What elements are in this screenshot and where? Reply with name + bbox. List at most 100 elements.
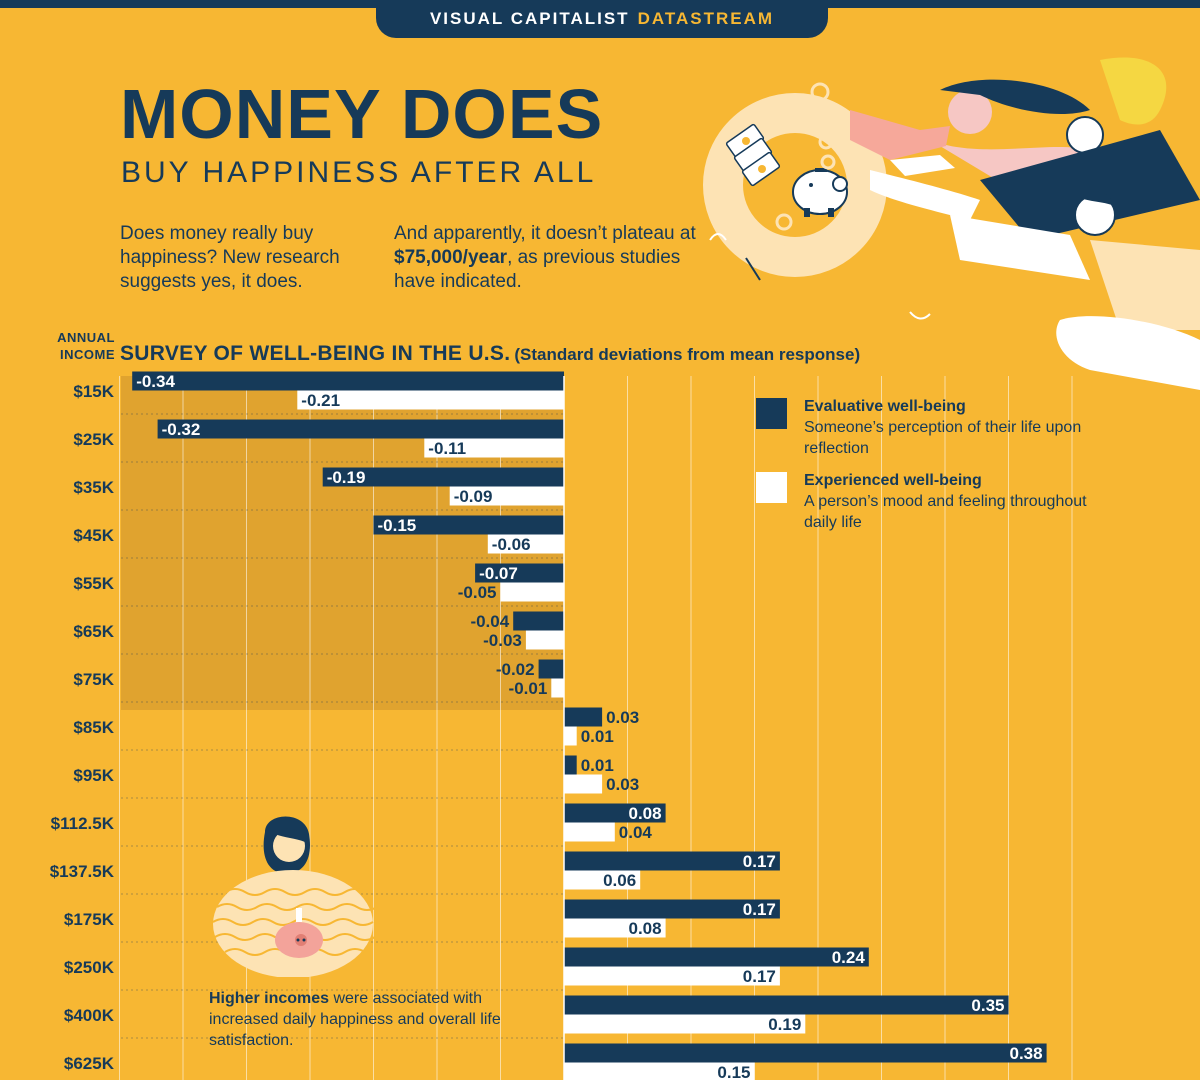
- category-label: $250K: [64, 958, 115, 977]
- chart-title-sub: (Standard deviations from mean response): [514, 345, 861, 364]
- data-label: 0.01: [581, 756, 614, 775]
- bar-experienced: [297, 390, 564, 410]
- bar-evaluative: [538, 659, 564, 679]
- bar-evaluative: [564, 995, 1009, 1015]
- data-label: 0.19: [768, 1015, 801, 1034]
- data-label: -0.11: [428, 439, 466, 458]
- category-label: $400K: [64, 1006, 115, 1025]
- data-label: 0.03: [606, 775, 639, 794]
- piggy-bank-icon: [792, 168, 848, 217]
- data-label: -0.04: [470, 612, 509, 631]
- bar-experienced: [424, 438, 564, 458]
- data-label: 0.35: [971, 996, 1004, 1015]
- bar-evaluative: [564, 803, 666, 823]
- data-label: 0.04: [619, 823, 653, 842]
- bar-experienced: [564, 1062, 755, 1080]
- data-label: 0.08: [629, 804, 662, 823]
- bar-experienced: [487, 534, 564, 554]
- category-label: $25K: [73, 430, 114, 449]
- chart-note-bold: Higher incomes: [209, 990, 330, 1007]
- category-label: $175K: [64, 910, 115, 929]
- data-label: -0.19: [327, 468, 366, 487]
- data-label: 0.17: [743, 852, 776, 871]
- intro-right: And apparently, it doesn’t plateau at $7…: [394, 222, 704, 294]
- chart-note: Higher incomes were associated with incr…: [209, 988, 509, 1051]
- bar-experienced: [564, 774, 603, 794]
- money-ring-illustration: [703, 82, 887, 281]
- bar-evaluative: [513, 611, 564, 631]
- brand-tab: VISUAL CAPITALIST DATASTREAM: [376, 0, 828, 38]
- data-label: -0.05: [458, 583, 497, 602]
- bar-experienced: [500, 582, 564, 602]
- bar-evaluative: [132, 371, 564, 391]
- bar-evaluative: [475, 563, 564, 583]
- intro-left: Does money really buy happiness? New res…: [120, 223, 340, 292]
- bar-experienced: [564, 918, 666, 938]
- data-label: 0.17: [743, 967, 776, 986]
- data-label: -0.34: [136, 372, 175, 391]
- category-label: $55K: [73, 574, 114, 593]
- category-label: $112.5K: [51, 814, 115, 833]
- bar-evaluative: [157, 419, 564, 439]
- bar-experienced: [564, 966, 780, 986]
- chart-title-main: SURVEY OF WELL-BEING IN THE U.S.: [120, 342, 511, 365]
- legend-name-experienced: Experienced well-being: [804, 472, 982, 489]
- bar-experienced: [564, 870, 641, 890]
- intro-right-start: And apparently, it doesn’t plateau at: [394, 223, 696, 244]
- category-label: $75K: [73, 670, 114, 689]
- category-label: $85K: [73, 718, 114, 737]
- woman-holding-piggy-bank-illustration: [212, 816, 378, 977]
- piggy-bank-icon: [275, 908, 323, 958]
- data-label: 0.03: [606, 708, 639, 727]
- intro-right-end: , as previous studies have indicated.: [394, 247, 681, 292]
- category-label: $625K: [64, 1054, 115, 1073]
- bar-evaluative: [564, 707, 603, 727]
- bar-evaluative: [564, 851, 780, 871]
- bar-evaluative: [564, 755, 577, 775]
- page-title: MONEY DOES: [120, 75, 604, 153]
- bar-experienced: [525, 630, 564, 650]
- bar-experienced: [564, 726, 577, 746]
- reaching-people-illustration: [850, 57, 1200, 390]
- data-label: 0.17: [743, 900, 776, 919]
- category-label: $95K: [73, 766, 114, 785]
- data-label: -0.15: [378, 516, 417, 535]
- bar-evaluative: [564, 947, 869, 967]
- cash-icon: [725, 123, 781, 187]
- brand-sub: DATASTREAM: [637, 9, 775, 28]
- data-label: -0.32: [162, 420, 201, 439]
- data-label: 0.08: [629, 919, 662, 938]
- data-label: -0.01: [509, 679, 548, 698]
- data-label: 0.15: [717, 1063, 750, 1080]
- bar-experienced: [564, 822, 615, 842]
- category-label: $65K: [73, 622, 114, 641]
- page-subtitle: BUY HAPPINESS AFTER ALL: [121, 156, 597, 189]
- bar-experienced: [564, 1014, 806, 1034]
- data-label: 0.06: [603, 871, 636, 890]
- data-label: -0.21: [301, 391, 340, 410]
- data-label: -0.07: [479, 564, 518, 583]
- category-label: $137.5K: [50, 862, 115, 881]
- axis-label-annual-income: ANNUAL INCOME: [57, 330, 115, 362]
- bar-evaluative: [373, 515, 564, 535]
- legend-text-experienced: Experienced well-being A person’s mood a…: [804, 470, 1094, 533]
- legend-text-evaluative: Evaluative well-being Someone’s percepti…: [804, 396, 1094, 459]
- legend-desc-evaluative: Someone’s perception of their life upon …: [804, 419, 1082, 457]
- category-label: $15K: [73, 382, 114, 401]
- bar-experienced: [449, 486, 564, 506]
- data-label: 0.01: [581, 727, 614, 746]
- intro-right-bold: $75,000/year: [394, 247, 508, 268]
- category-label: $45K: [73, 526, 114, 545]
- data-label: -0.03: [483, 631, 522, 650]
- legend-name-evaluative: Evaluative well-being: [804, 398, 966, 415]
- data-label: 0.24: [832, 948, 866, 967]
- brand-main: VISUAL CAPITALIST: [429, 9, 630, 28]
- bar-evaluative: [564, 1043, 1047, 1063]
- bar-evaluative: [322, 467, 564, 487]
- chart-title: SURVEY OF WELL-BEING IN THE U.S. (Standar…: [120, 342, 860, 366]
- legend-swatch-experienced: [756, 472, 787, 503]
- chart-note-rest: were associated with increased daily hap…: [209, 990, 501, 1049]
- data-label: -0.06: [492, 535, 531, 554]
- data-label: 0.38: [1010, 1044, 1043, 1063]
